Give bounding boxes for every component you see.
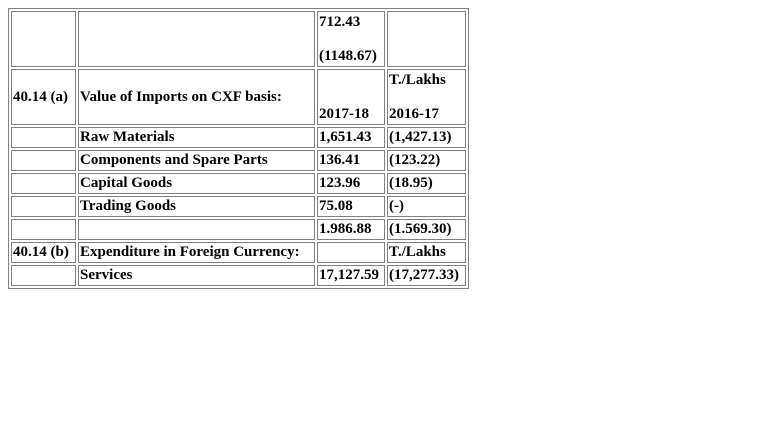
table-row: Raw Materials 1,651.43 (1,427.13)	[11, 127, 466, 148]
current-year-cell: 75.08	[317, 196, 385, 217]
table-row: Trading Goods 75.08 (-)	[11, 196, 466, 217]
previous-year-cell: (123.22)	[387, 150, 466, 171]
unit-label-cell: T./Lakhs	[387, 242, 466, 263]
note-number-cell	[11, 265, 76, 286]
current-year-cell	[317, 242, 385, 263]
note-number-cell	[11, 196, 76, 217]
note-number-cell	[11, 219, 76, 240]
current-year-cell: 123.96	[317, 173, 385, 194]
description-cell: Components and Spare Parts	[78, 150, 315, 171]
previous-year-cell: (17,277.33)	[387, 265, 466, 286]
current-year-total-cell: 1.986.88	[317, 219, 385, 240]
previous-year-header-cell: T./Lakhs 2016-17	[387, 69, 466, 125]
previous-year-cell	[387, 11, 466, 67]
previous-year-label: 2016-17	[389, 105, 439, 122]
note-number-cell	[11, 173, 76, 194]
section-heading-cell: Value of Imports on CXF basis:	[78, 69, 315, 125]
note-number-cell: 40.14 (b)	[11, 242, 76, 263]
previous-year-cell: (1,427.13)	[387, 127, 466, 148]
unit-label: T./Lakhs	[389, 71, 446, 88]
description-cell: Raw Materials	[78, 127, 315, 148]
note-number-cell	[11, 150, 76, 171]
table-row: 40.14 (b) Expenditure in Foreign Currenc…	[11, 242, 466, 263]
table-row: Components and Spare Parts 136.41 (123.2…	[11, 150, 466, 171]
current-year-cell: 712.43 (1148.67)	[317, 11, 385, 67]
previous-year-value: (1148.67)	[319, 47, 377, 64]
current-year-cell: 1,651.43	[317, 127, 385, 148]
current-year-value: 712.43	[319, 13, 361, 30]
table-row: 1.986.88 (1.569.30)	[11, 219, 466, 240]
current-year-header-cell: 2017-18	[317, 69, 385, 125]
note-number-cell: 40.14 (a)	[11, 69, 76, 125]
previous-year-total-cell: (1.569.30)	[387, 219, 466, 240]
description-cell	[78, 11, 315, 67]
description-cell: Trading Goods	[78, 196, 315, 217]
note-number-cell	[11, 127, 76, 148]
previous-year-cell: (18.95)	[387, 173, 466, 194]
imports-expenditure-table: 712.43 (1148.67) 40.14 (a) Value of Impo…	[8, 8, 469, 289]
description-cell: Capital Goods	[78, 173, 315, 194]
current-year-cell: 17,127.59	[317, 265, 385, 286]
description-cell	[78, 219, 315, 240]
table-row: Capital Goods 123.96 (18.95)	[11, 173, 466, 194]
table-row: 712.43 (1148.67)	[11, 11, 466, 67]
description-cell: Services	[78, 265, 315, 286]
current-year-cell: 136.41	[317, 150, 385, 171]
note-number-cell	[11, 11, 76, 67]
section-heading-cell: Expenditure in Foreign Currency:	[78, 242, 315, 263]
previous-year-cell: (-)	[387, 196, 466, 217]
table-row: Services 17,127.59 (17,277.33)	[11, 265, 466, 286]
table-row: 40.14 (a) Value of Imports on CXF basis:…	[11, 69, 466, 125]
